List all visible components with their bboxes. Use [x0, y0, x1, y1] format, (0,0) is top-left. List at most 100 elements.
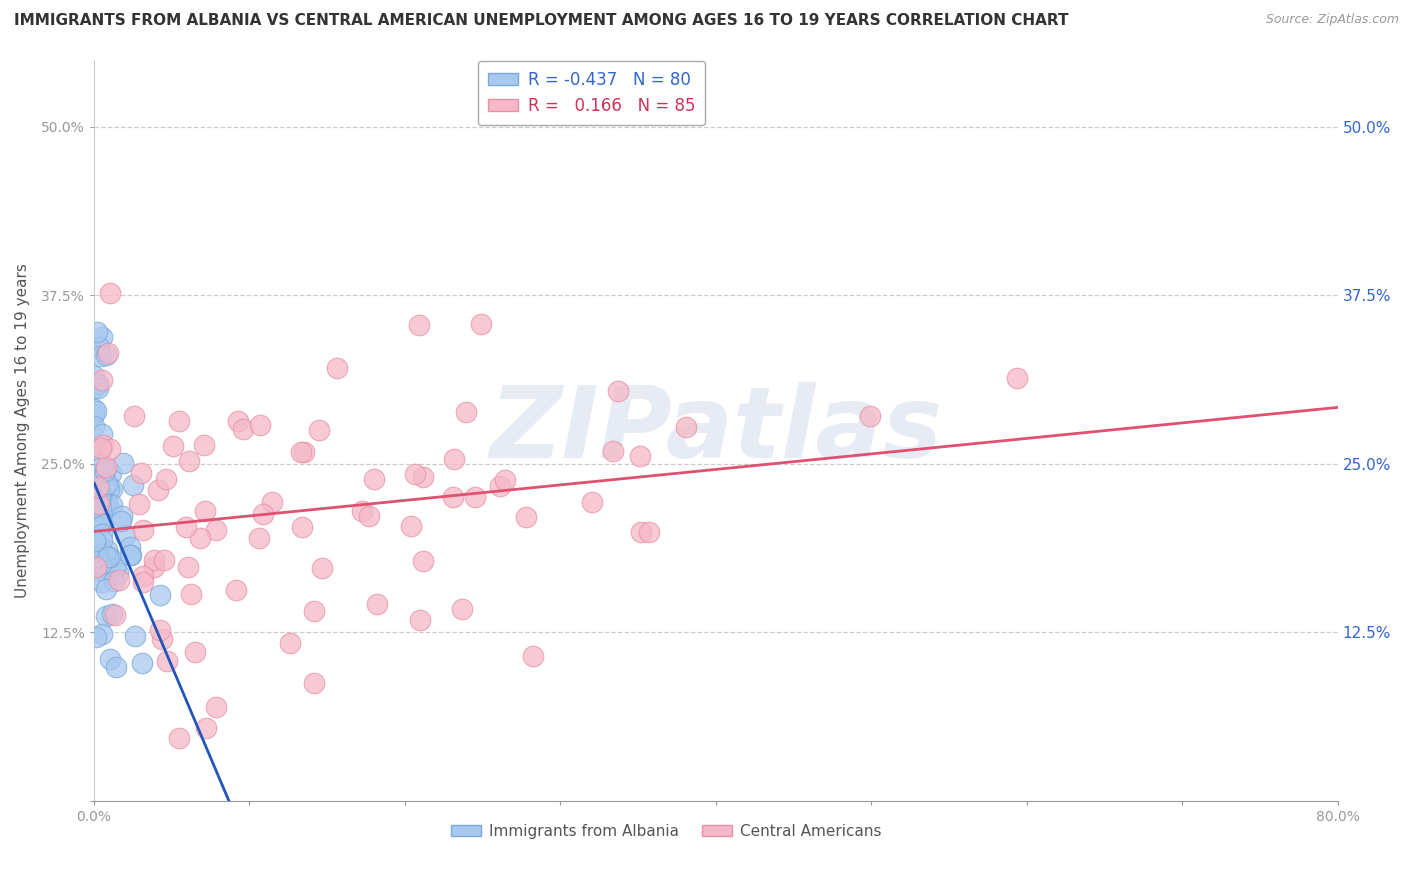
Point	[193, 437, 215, 451]
Point	[177, 453, 200, 467]
Point	[132, 523, 155, 537]
Point	[86, 325, 108, 339]
Point	[515, 510, 537, 524]
Point	[89, 518, 111, 533]
Point	[441, 490, 464, 504]
Point	[129, 467, 152, 481]
Point	[94, 460, 117, 475]
Point	[94, 348, 117, 362]
Point	[96, 477, 118, 491]
Point	[84, 564, 107, 578]
Point	[399, 519, 422, 533]
Point	[91, 533, 114, 548]
Point	[637, 525, 659, 540]
Point	[167, 414, 190, 428]
Point	[489, 479, 512, 493]
Point	[103, 574, 125, 588]
Point	[114, 528, 136, 542]
Point	[193, 504, 215, 518]
Point	[225, 582, 247, 597]
Point	[167, 731, 190, 745]
Point	[100, 466, 122, 480]
Point	[366, 597, 388, 611]
Point	[91, 373, 114, 387]
Point	[90, 558, 112, 572]
Point	[128, 497, 150, 511]
Point	[84, 560, 107, 574]
Point	[98, 482, 121, 496]
Point	[470, 317, 492, 331]
Point	[350, 504, 373, 518]
Point	[83, 481, 105, 495]
Point	[108, 573, 131, 587]
Point	[409, 613, 432, 627]
Point	[96, 494, 118, 508]
Point	[91, 438, 114, 452]
Point	[146, 483, 169, 498]
Point	[311, 561, 333, 575]
Point	[357, 509, 380, 524]
Point	[522, 648, 544, 663]
Point	[87, 538, 110, 552]
Point	[247, 531, 270, 545]
Point	[83, 516, 105, 531]
Point	[83, 381, 105, 395]
Point	[91, 458, 114, 472]
Text: Source: ZipAtlas.com: Source: ZipAtlas.com	[1265, 13, 1399, 27]
Point	[195, 721, 218, 735]
Point	[326, 360, 349, 375]
Point	[96, 542, 118, 557]
Point	[131, 569, 153, 583]
Point	[630, 525, 652, 540]
Point	[91, 627, 114, 641]
Point	[302, 676, 325, 690]
Point	[464, 491, 486, 505]
Point	[174, 520, 197, 534]
Point	[177, 560, 200, 574]
Point	[91, 477, 114, 491]
Point	[143, 560, 166, 574]
Point	[90, 574, 112, 589]
Point	[83, 419, 105, 434]
Point	[87, 489, 110, 503]
Point	[150, 632, 173, 646]
Point	[107, 566, 129, 581]
Point	[149, 623, 172, 637]
Point	[149, 588, 172, 602]
Point	[454, 404, 477, 418]
Point	[858, 409, 880, 424]
Point	[87, 480, 110, 494]
Point	[292, 444, 315, 458]
Point	[252, 507, 274, 521]
Point	[89, 491, 111, 506]
Point	[120, 548, 142, 562]
Point	[111, 456, 134, 470]
Point	[188, 531, 211, 545]
Point	[86, 550, 108, 565]
Point	[98, 442, 121, 457]
Point	[302, 604, 325, 618]
Point	[94, 608, 117, 623]
Point	[84, 404, 107, 418]
Point	[602, 443, 624, 458]
Point	[97, 549, 120, 564]
Point	[404, 467, 426, 481]
Point	[84, 442, 107, 456]
Point	[122, 477, 145, 491]
Point	[98, 285, 121, 300]
Point	[131, 656, 153, 670]
Point	[412, 554, 434, 568]
Point	[90, 349, 112, 363]
Text: ZIPatlas: ZIPatlas	[489, 382, 942, 479]
Point	[156, 654, 179, 668]
Point	[87, 340, 110, 354]
Point	[83, 368, 105, 383]
Point	[83, 402, 105, 417]
Point	[162, 439, 184, 453]
Text: IMMIGRANTS FROM ALBANIA VS CENTRAL AMERICAN UNEMPLOYMENT AMONG AGES 16 TO 19 YEA: IMMIGRANTS FROM ALBANIA VS CENTRAL AMERI…	[14, 13, 1069, 29]
Point	[118, 540, 141, 554]
Point	[94, 464, 117, 478]
Point	[675, 419, 697, 434]
Point	[143, 553, 166, 567]
Point	[290, 445, 312, 459]
